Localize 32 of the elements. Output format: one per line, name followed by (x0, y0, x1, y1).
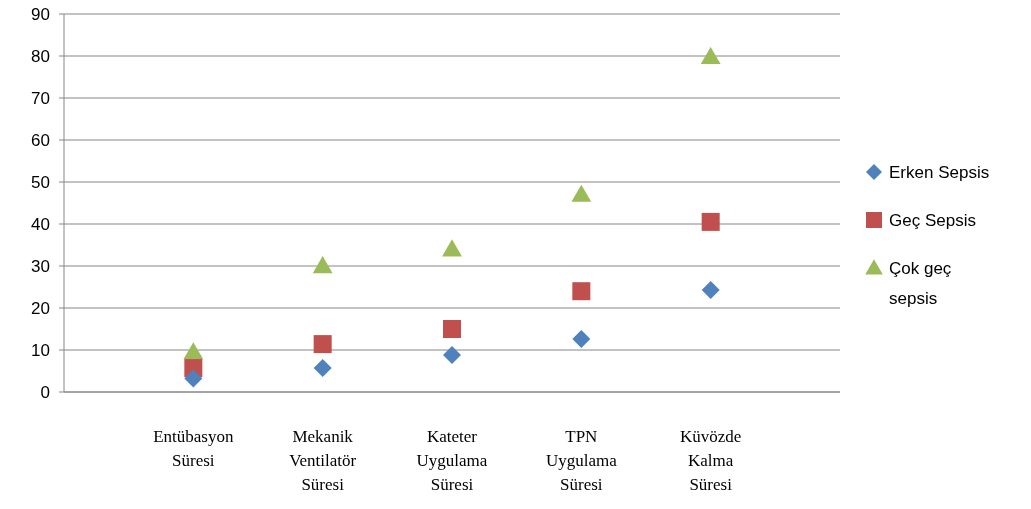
x-tick-label: Mekanik Ventilatör Süresi (289, 427, 357, 494)
x-tick-label: Küvözde Kalma Süresi (679, 427, 742, 494)
y-tick-label: 80 (31, 46, 50, 66)
x-tick-label: Entübasyon Süresi (153, 427, 234, 470)
point (184, 369, 203, 388)
y-tick-label: 40 (31, 214, 50, 234)
point (312, 256, 333, 274)
y-tick-label: 60 (31, 130, 50, 150)
point (572, 330, 591, 349)
y-tick-label: 30 (31, 256, 50, 276)
point (700, 46, 721, 65)
y-tick-label: 20 (31, 298, 50, 318)
legend-label: Çok geç sepsis (889, 258, 952, 308)
y-tick-label: 90 (31, 4, 50, 24)
y-tick-label: 10 (31, 340, 50, 360)
y-tick-label: 50 (31, 172, 50, 192)
x-tick-label: Kateter Uygulama Süresi (416, 427, 488, 494)
point (183, 342, 204, 360)
legend-label: Erken Sepsis (889, 162, 990, 182)
point (571, 184, 592, 202)
point (443, 320, 461, 338)
point (313, 335, 332, 354)
y-tick-label: 0 (40, 382, 50, 402)
point (313, 359, 332, 378)
legend-label: Geç Sepsis (889, 210, 976, 230)
point (701, 212, 720, 231)
point (442, 239, 462, 257)
y-tick-label: 70 (31, 88, 50, 108)
point (572, 282, 591, 301)
point (443, 346, 461, 365)
point (701, 280, 720, 299)
x-tick-label: TPN Uygulama Süresi (545, 427, 618, 494)
